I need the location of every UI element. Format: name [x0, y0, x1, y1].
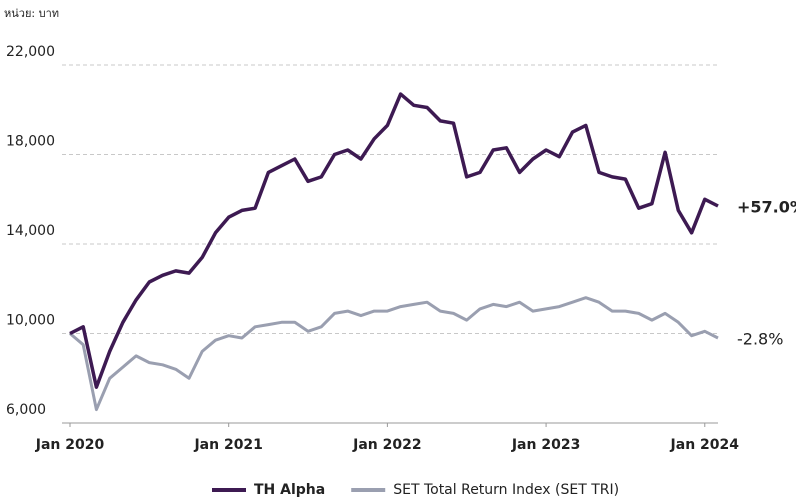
x-tick-label: Jan 2023 — [511, 437, 580, 453]
y-tick-label: 18,000 — [6, 134, 55, 150]
legend-label: TH Alpha — [254, 482, 325, 498]
legend-label: SET Total Return Index (SET TRI) — [393, 482, 619, 498]
unit-label: หน่วย: บาท — [4, 7, 59, 20]
end-label: -2.8% — [737, 329, 783, 348]
y-tick-label: 22,000 — [6, 44, 55, 60]
series-line — [69, 296, 719, 412]
x-tick-label: Jan 2021 — [193, 437, 262, 453]
series-line — [69, 92, 719, 389]
y-tick-label: 6,000 — [6, 402, 46, 418]
x-tick-label: Jan 2022 — [352, 437, 421, 453]
x-tick-label: Jan 2020 — [35, 437, 105, 453]
end-label: +57.0% — [737, 197, 796, 216]
x-tick-label: Jan 2024 — [670, 437, 740, 453]
y-tick-label: 10,000 — [6, 313, 55, 329]
y-tick-label: 14,000 — [6, 223, 55, 239]
